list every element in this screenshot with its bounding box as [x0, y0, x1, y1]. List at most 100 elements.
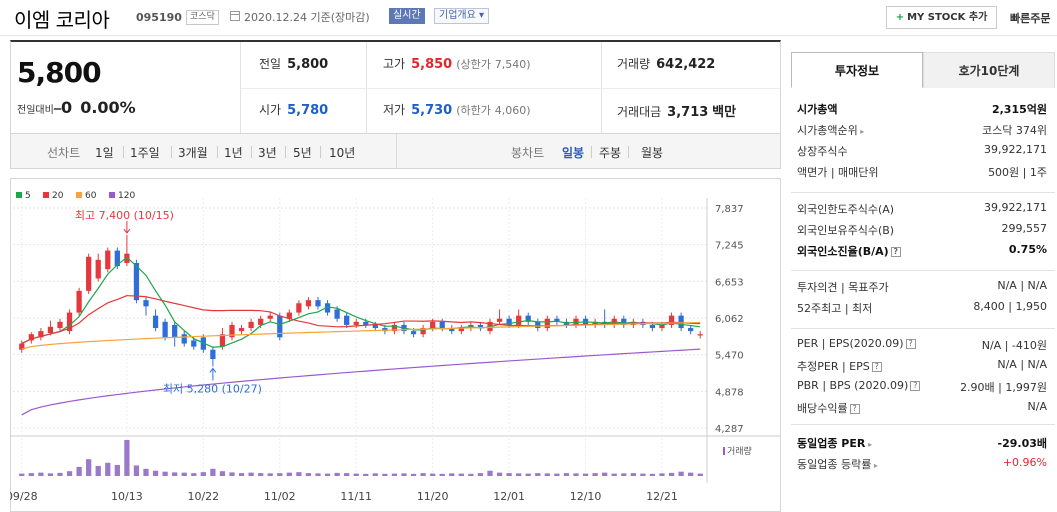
tab-1w[interactable]: 1주일 — [130, 146, 160, 160]
candle-body — [296, 303, 302, 313]
volume-bar — [86, 459, 92, 476]
volume-swatch — [723, 447, 725, 455]
legend-label: 20 — [52, 191, 64, 201]
candle-body — [496, 318, 503, 322]
company-overview-dropdown[interactable]: 기업개요 ▾ — [434, 8, 490, 24]
candle-body — [277, 315, 283, 338]
candle-body — [649, 324, 656, 329]
volume-bar — [621, 473, 627, 476]
volume-bar — [66, 471, 73, 476]
volume-bar — [28, 473, 34, 476]
prev-close-value: 5,800 — [287, 57, 329, 72]
candle — [95, 253, 101, 282]
candle-body — [659, 324, 665, 329]
candle-body — [229, 324, 235, 338]
legend-label: 5 — [25, 191, 31, 201]
help-icon[interactable]: ? — [910, 381, 921, 391]
candle-body — [573, 318, 579, 325]
low-annotation: 최저 5,280 (10/27) — [163, 382, 262, 395]
tab-investment-info[interactable]: 투자정보 — [791, 52, 923, 88]
info-row-label-text: PBR | BPS (2020.09) — [797, 379, 909, 392]
info-row-label-text: 시가총액 — [797, 103, 838, 116]
help-icon[interactable]: ? — [871, 362, 882, 372]
candle — [449, 324, 455, 335]
help-icon[interactable]: ? — [905, 339, 916, 349]
volume-bar — [516, 473, 522, 476]
tab-5y[interactable]: 5년 — [293, 146, 312, 160]
volume-bar — [439, 473, 445, 476]
volume-bar — [458, 473, 464, 476]
volume-bar — [487, 470, 493, 476]
tab-weekly[interactable]: 주봉 — [599, 146, 622, 160]
volume-bar — [172, 472, 178, 476]
tab-10y[interactable]: 10년 — [329, 146, 356, 160]
candle-body — [47, 326, 54, 333]
candle-body — [238, 328, 245, 332]
add-my-stock-button[interactable]: + MY STOCK 추가 — [886, 6, 997, 29]
chevron-right-icon[interactable]: ▸ — [871, 461, 878, 470]
volume-bar — [640, 473, 646, 476]
company-name: 이엠 코리아 — [14, 8, 110, 32]
chevron-right-icon[interactable]: ▸ — [865, 440, 873, 449]
candle-body — [114, 250, 120, 267]
tab-daily[interactable]: 일봉 — [562, 146, 585, 160]
y-tick-label: 7,837 — [715, 204, 744, 215]
volume-bar — [210, 468, 216, 476]
x-tick-label: 11/02 — [264, 490, 296, 503]
info-row-label: 시가총액 — [797, 101, 837, 117]
tab-1y[interactable]: 1년 — [224, 146, 243, 160]
y-tick-label: 5,470 — [715, 351, 744, 362]
candle — [525, 312, 531, 325]
tab-quote-10[interactable]: 호가10단계 — [923, 52, 1055, 88]
candle-body — [353, 321, 359, 325]
candlestick-chart[interactable]: 5 20 60 120 7,837 7,245 6,653 6,062 5,470 4,878 4,… — [6, 178, 781, 512]
candle-body — [181, 334, 187, 344]
candle-body — [172, 324, 178, 338]
candle-body — [382, 328, 388, 332]
candle-body — [363, 321, 369, 325]
volume-bar — [200, 472, 206, 476]
candle-body — [162, 321, 168, 338]
volume-bar — [678, 471, 684, 476]
info-row: 상장주식수 39,922,171 — [797, 140, 1049, 160]
candle — [152, 309, 159, 332]
candle — [621, 315, 627, 329]
volume-bar — [611, 473, 617, 476]
info-row-value: +0.96% — [1002, 456, 1047, 469]
candle-body — [28, 334, 34, 341]
candle-body — [315, 300, 321, 307]
volume-bar — [248, 472, 254, 476]
info-row-value: 500원 | 1주 — [988, 166, 1047, 179]
candle — [554, 315, 560, 325]
candle-body — [535, 321, 541, 329]
tab-divider — [123, 146, 124, 158]
flat-icon: ━ — [53, 102, 62, 116]
help-icon[interactable]: ? — [890, 247, 901, 257]
chevron-right-icon[interactable]: ▸ — [857, 127, 865, 136]
tab-divider — [171, 146, 172, 158]
candle-body — [143, 300, 149, 307]
x-tick-label: 10/13 — [111, 490, 143, 503]
info-row-label-text: 상장주식수 — [797, 145, 848, 158]
info-row: 동일업종 등락률 ▸ +0.96% — [797, 453, 1049, 473]
tab-3m[interactable]: 3개월 — [178, 146, 208, 160]
tab-monthly[interactable]: 월봉 — [641, 146, 664, 160]
info-row-label-text: 배당수익률 — [797, 402, 848, 415]
volume-bar — [143, 468, 149, 476]
info-row-label-text: 액면가 | 매매단위 — [797, 166, 879, 179]
lower-limit-value: 4,060) — [494, 104, 531, 117]
change-percent: 0.00% — [80, 98, 136, 117]
candle — [57, 318, 63, 332]
quick-order-button[interactable]: 빠른주문 — [1010, 12, 1051, 25]
candle-body — [286, 312, 292, 319]
candle-body — [697, 334, 703, 336]
tab-1d[interactable]: 1일 — [95, 146, 114, 160]
change-label: 전일대비 — [17, 105, 54, 116]
realtime-button[interactable]: 실시간 — [389, 8, 425, 24]
volume-bar — [181, 472, 187, 476]
help-icon[interactable]: ? — [849, 404, 860, 414]
candle — [172, 321, 178, 347]
tab-divider — [628, 146, 629, 158]
tab-3y[interactable]: 3년 — [258, 146, 277, 160]
line-chart-label: 선차트 — [47, 146, 81, 160]
